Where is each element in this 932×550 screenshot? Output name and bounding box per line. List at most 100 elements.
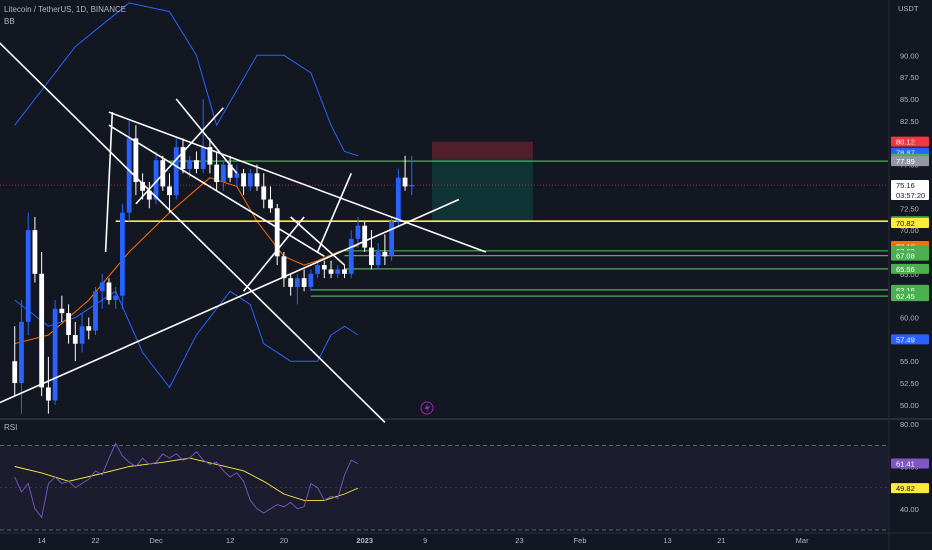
symbol-title[interactable]: Litecoin / TetherUS, 1D, BINANCE — [4, 5, 127, 14]
candle-body — [247, 173, 253, 187]
price-tick-label: 82.50 — [900, 117, 919, 126]
rsi-tick-label: 40.00 — [900, 505, 919, 514]
candle-body — [362, 225, 368, 248]
candle-body — [409, 185, 415, 187]
price-badge-bg — [891, 291, 929, 302]
candle-body — [32, 230, 38, 274]
candle-body — [140, 182, 145, 191]
candle-body — [241, 173, 246, 187]
candle-body — [126, 138, 132, 213]
candle-body — [187, 160, 193, 169]
time-tick-label: Feb — [574, 536, 587, 545]
price-badge: 80.12 — [896, 138, 915, 147]
candle-body — [180, 147, 186, 169]
candle-body — [173, 147, 179, 196]
price-badge: 57.49 — [896, 335, 915, 344]
candle-body — [207, 147, 213, 165]
trendline — [135, 107, 224, 205]
candle-body — [375, 251, 381, 266]
price-badge: 62.45 — [896, 292, 915, 301]
candle-body — [281, 256, 287, 279]
candle-body — [79, 326, 85, 344]
currency-label[interactable]: USDT — [898, 4, 919, 13]
candle-body — [167, 186, 172, 196]
candle-body — [39, 273, 45, 388]
price-badge-bg — [891, 136, 929, 147]
candle-body — [66, 313, 71, 335]
rsi-legend[interactable]: RSI — [4, 423, 18, 432]
price-tick-label: 72.50 — [900, 204, 919, 213]
price-badge: 67.08 — [896, 252, 915, 261]
candle-body — [315, 265, 320, 274]
candle-body — [113, 295, 119, 301]
rsi-tick-label: 80.00 — [900, 420, 919, 429]
price-badge-bg — [891, 217, 929, 228]
price-badge: 63.16 — [896, 286, 915, 295]
candle-body — [308, 273, 314, 287]
candle-body — [402, 177, 408, 187]
rsi-line — [14, 442, 359, 519]
rsi-band-fill — [0, 445, 888, 530]
candle-body — [214, 164, 220, 183]
time-tick-label: 14 — [37, 536, 45, 545]
candle-body — [254, 173, 260, 187]
candle-body — [12, 361, 18, 384]
candle-body — [19, 321, 24, 384]
candle-body — [294, 278, 300, 287]
price-tick-label: 52.50 — [900, 379, 919, 388]
position-target-zone — [431, 158, 533, 222]
trendline — [242, 216, 305, 292]
bollinger-lower-band — [14, 290, 359, 389]
price-badge: 70.82 — [896, 219, 915, 228]
trendline — [290, 216, 346, 266]
trendline — [104, 112, 114, 252]
candle-body — [395, 177, 401, 222]
time-tick-label: 2023 — [356, 536, 373, 545]
candle-body — [227, 164, 233, 178]
candle-body — [382, 251, 388, 257]
candle-body — [288, 278, 294, 287]
price-badge-bg — [891, 156, 929, 167]
price-tick-label: 60.00 — [900, 314, 919, 323]
position-stop-zone — [431, 141, 533, 159]
trendline — [108, 124, 325, 258]
indicator-legend-bb[interactable]: BB — [4, 17, 15, 26]
countdown-label: 03:57:20 — [896, 191, 925, 200]
price-tick-label: 50.00 — [900, 401, 919, 410]
candle-body — [261, 186, 267, 200]
candle-body — [72, 334, 78, 344]
price-badge: 75.16 — [896, 181, 915, 190]
candle-body — [348, 238, 354, 274]
price-badge: 65.56 — [896, 265, 915, 274]
candle-body — [25, 230, 31, 322]
price-badge: 77.89 — [896, 157, 915, 166]
candle-body — [59, 308, 65, 314]
chart-header: Litecoin / TetherUS, 1D, BINANCE BB — [4, 4, 126, 28]
price-badge-bg — [891, 263, 929, 274]
rsi-badge: 49.82 — [896, 484, 915, 493]
candle-body — [194, 160, 199, 169]
rsi-badge-bg — [891, 458, 929, 469]
candle-body — [389, 221, 395, 257]
rsi-badge-bg — [891, 483, 929, 494]
price-tick-label: 90.00 — [900, 51, 919, 60]
time-tick-label: Mar — [796, 536, 809, 545]
time-tick-label: 12 — [226, 536, 234, 545]
trendline — [108, 111, 487, 253]
candle-body — [301, 278, 307, 287]
trendline — [316, 172, 352, 253]
candle-body — [153, 160, 159, 200]
price-tick-label: 87.50 — [900, 73, 919, 82]
candle-body — [342, 269, 347, 274]
rsi-ma-line — [14, 457, 359, 501]
price-tick-label: 70.00 — [900, 226, 919, 235]
time-tick-label: 20 — [280, 536, 288, 545]
price-badge-bg — [891, 334, 929, 345]
time-tick-label: 21 — [717, 536, 725, 545]
rsi-badge: 61.41 — [896, 460, 915, 469]
candle-body — [321, 265, 327, 270]
candle-body — [106, 282, 112, 301]
trendline — [175, 98, 238, 174]
